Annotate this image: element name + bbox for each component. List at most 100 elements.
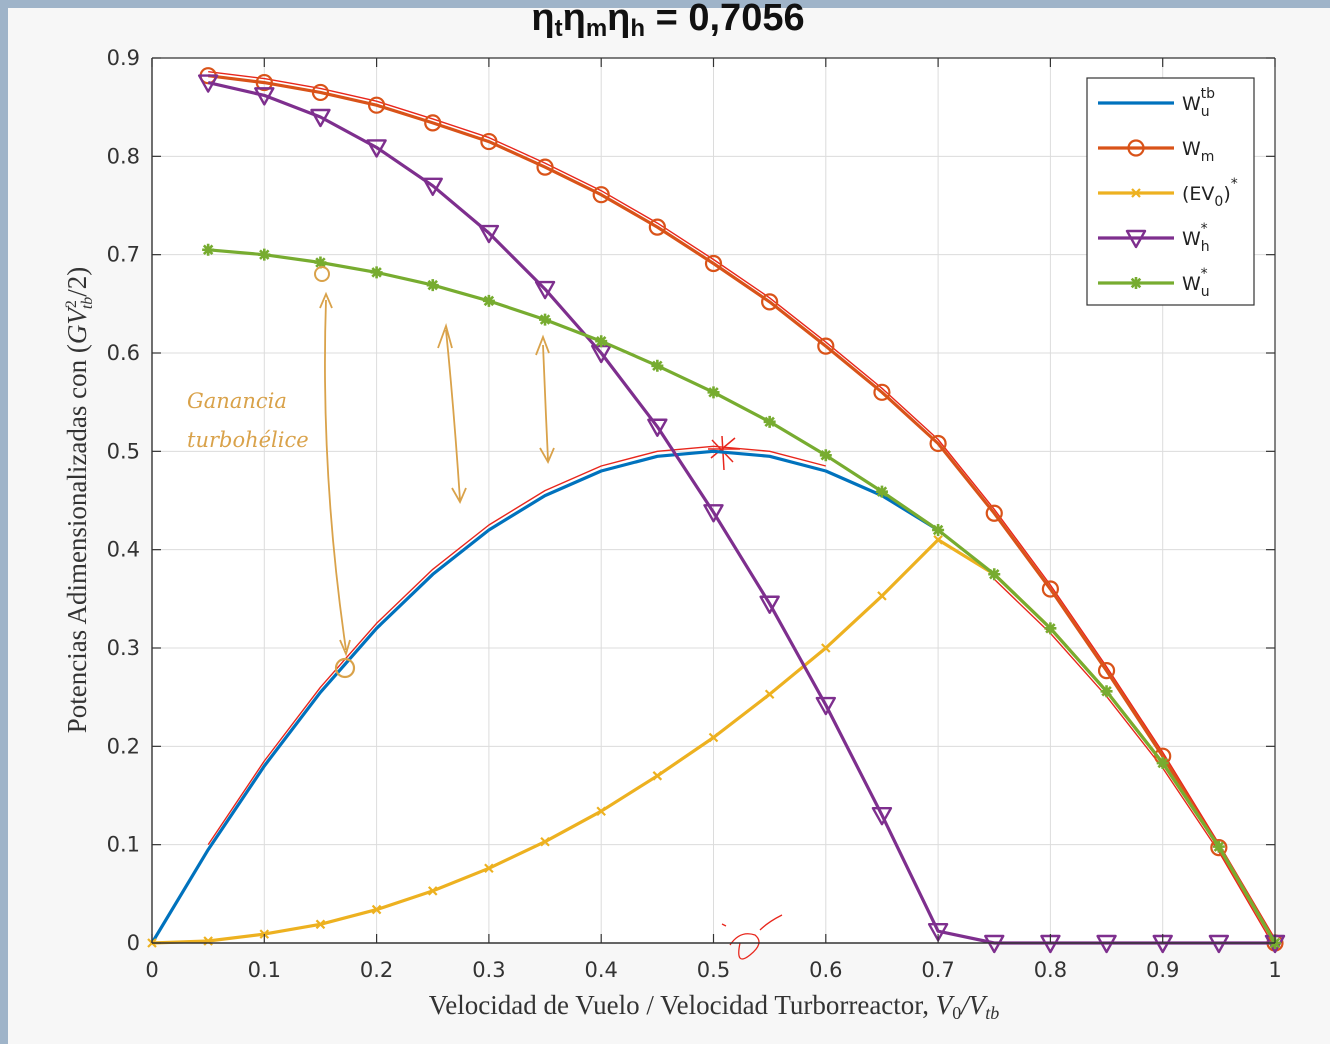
x-tick-label: 0.7 [921, 958, 954, 982]
data-point [366, 139, 387, 158]
x-tick-label: 0.8 [1034, 958, 1067, 982]
data-point [315, 919, 326, 930]
data-point [1212, 840, 1225, 853]
legend: Wutb Wm (EV0)* Wh* Wu* [1086, 77, 1255, 306]
data-point [596, 806, 606, 817]
y-tick-label: 0.4 [107, 538, 140, 562]
data-point [427, 886, 438, 896]
series-line [150, 449, 939, 944]
data-point [482, 294, 495, 307]
y-tick-label: 0.9 [107, 46, 140, 70]
data-point [1041, 580, 1060, 598]
x-axis-label: Velocidad de Vuelo / Velocidad Turborrea… [429, 990, 999, 1023]
data-point [484, 863, 494, 874]
y-tick-label: 0 [127, 931, 140, 955]
data-point [480, 132, 498, 151]
hand-annotations: Ganancia turbohélice [187, 266, 555, 679]
data-point [985, 504, 1003, 522]
data-point [592, 186, 610, 204]
annotation-line-1: Ganancia [187, 389, 287, 413]
data-point [424, 114, 442, 132]
legend-label: Wutb [1182, 86, 1215, 120]
x-tick-label: 0.6 [809, 958, 842, 982]
circle-mark-top [314, 266, 330, 282]
data-point [311, 83, 330, 102]
data-point [652, 771, 663, 781]
data-point [927, 923, 949, 942]
data-point [875, 485, 888, 498]
y-tick-label: 0.2 [107, 734, 140, 758]
series-group [147, 67, 1286, 954]
data-point [314, 256, 327, 269]
y-tick-label: 0.6 [107, 341, 140, 365]
x-tick-label: 0 [145, 958, 158, 982]
legend-item-2: (EV0)* [1098, 176, 1238, 210]
y-tick-label: 0.5 [107, 439, 140, 463]
legend-item-4: Wu* [1098, 266, 1210, 300]
data-point [254, 87, 275, 106]
data-point [707, 386, 720, 399]
data-point [595, 335, 608, 348]
y-tick-label: 0.7 [107, 243, 140, 267]
data-point [534, 280, 556, 300]
legend-label: Wh* [1182, 221, 1210, 255]
data-point [310, 108, 331, 128]
y-tick-label: 0.3 [107, 636, 140, 660]
data-point [648, 218, 666, 236]
data-point [821, 643, 831, 653]
data-point [1097, 662, 1116, 680]
data-point [370, 266, 383, 279]
chart-title: ηtηmηh = 0,7056 [531, 0, 804, 42]
data-point [1096, 934, 1117, 954]
data-point [371, 904, 382, 915]
ink-scribble [721, 914, 783, 960]
data-point [478, 224, 500, 244]
legend-swatch-marker [1127, 139, 1145, 157]
data-point [704, 254, 723, 273]
legend-swatch-marker [1130, 277, 1142, 289]
data-point [539, 313, 552, 326]
data-point [988, 568, 1001, 581]
legend-item-1: Wm [1098, 138, 1214, 165]
data-point [929, 434, 947, 453]
data-point [422, 177, 443, 197]
x-tick-label: 1 [1268, 958, 1281, 982]
x-tick-label: 0.9 [1146, 958, 1179, 982]
data-point [764, 689, 775, 699]
x-tick-label: 0.1 [248, 958, 281, 982]
x-tick-label: 0.2 [360, 958, 393, 982]
data-point [703, 504, 724, 523]
ink-trace-wu [993, 578, 1276, 949]
data-point [933, 535, 943, 545]
y-tick-label: 0.1 [107, 833, 140, 857]
data-point [877, 591, 887, 601]
ink-trace-wm [208, 71, 1276, 940]
data-point [426, 279, 439, 292]
axes: 0 0.1 0.2 0.3 0.4 0.5 0.6 0.7 0.8 0.9 1 0 0.1 0.2 0.3 0… [107, 46, 1282, 982]
y-axis-label: Potencias Adimensionalizadas con (GV2tb/… [62, 267, 96, 734]
data-point [1044, 622, 1057, 635]
data-point [1156, 757, 1169, 770]
data-point [1208, 934, 1230, 954]
arrow-gain-2 [437, 323, 467, 505]
data-point [1100, 685, 1113, 698]
series-line [208, 74, 1277, 944]
data-point [815, 696, 836, 716]
legend-label: Wm [1182, 138, 1214, 165]
data-point [819, 449, 832, 462]
series-0 [150, 449, 939, 944]
data-point [761, 293, 779, 311]
data-point [197, 74, 219, 93]
data-point [932, 524, 945, 536]
data-point [647, 418, 668, 437]
legend-label: (EV0)* [1182, 176, 1238, 210]
legend-item-3: Wh* [1098, 221, 1210, 255]
data-point [763, 415, 776, 428]
data-point [202, 243, 215, 256]
annotation-line-2: turbohélice [187, 428, 309, 452]
circle-mark-bottom [334, 657, 356, 679]
legend-swatch-marker [1125, 229, 1147, 249]
arrow-gain-3 [535, 334, 555, 465]
